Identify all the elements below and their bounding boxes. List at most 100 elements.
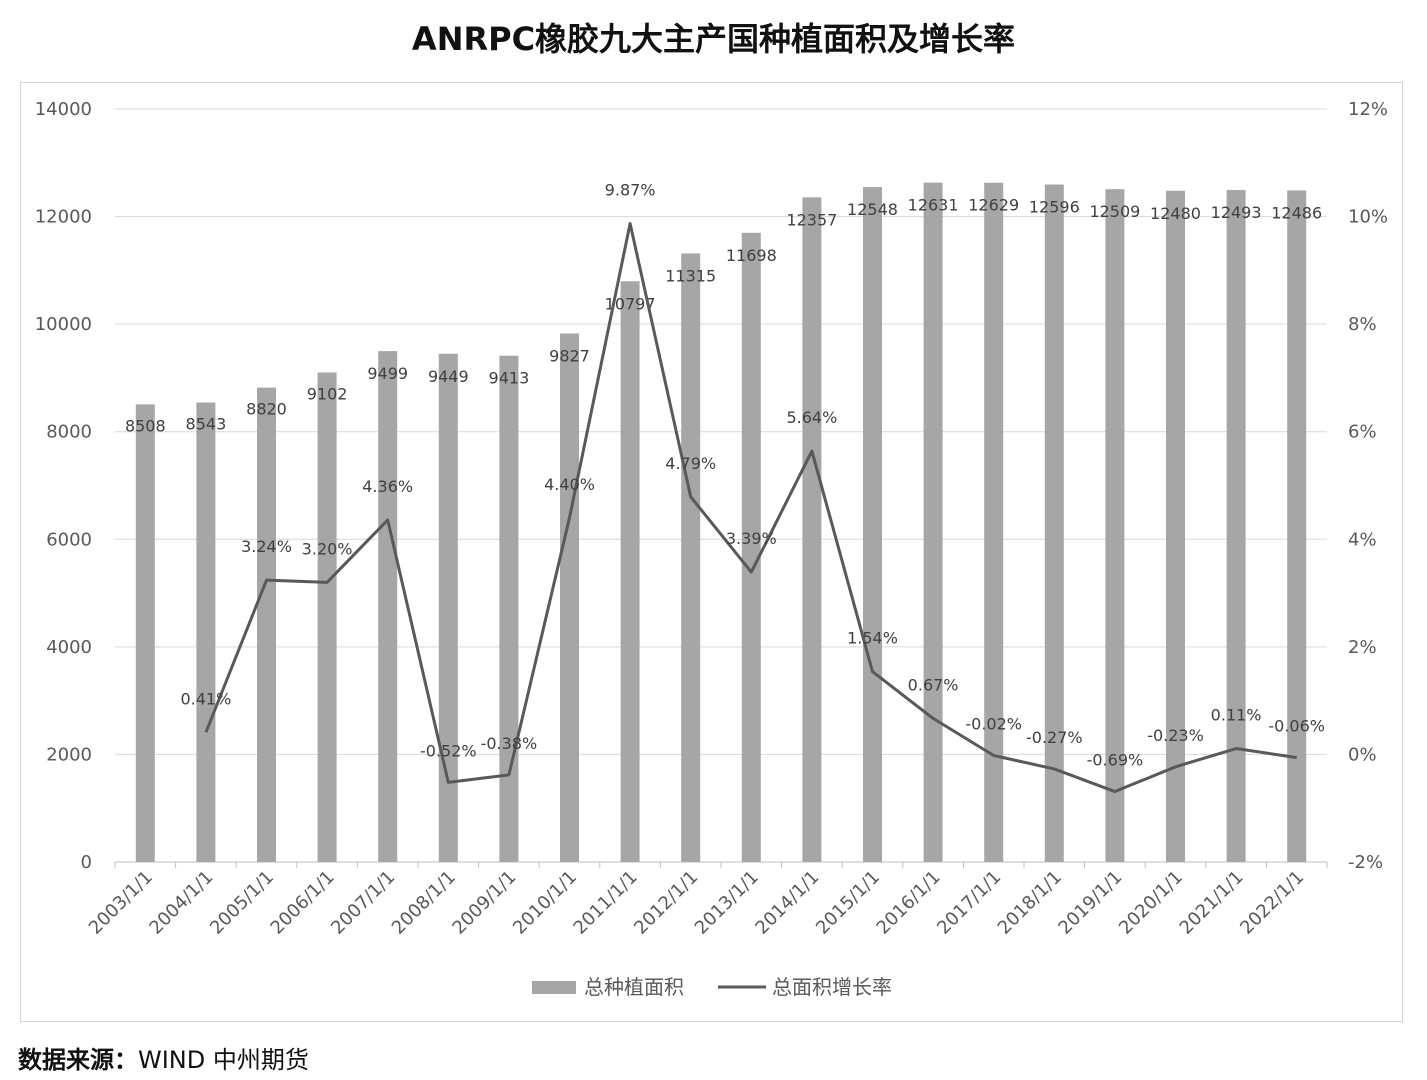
bar-data-label: 9499 bbox=[367, 364, 408, 383]
y-right-tick-label: 6% bbox=[1348, 422, 1377, 443]
bar bbox=[681, 253, 701, 862]
x-tick-label: 2018/1/1 bbox=[994, 867, 1066, 939]
x-tick-label: 2020/1/1 bbox=[1115, 867, 1187, 939]
x-tick-label: 2010/1/1 bbox=[509, 867, 581, 939]
bar bbox=[196, 402, 216, 862]
bar-data-label: 11698 bbox=[726, 246, 777, 265]
bar bbox=[135, 404, 155, 862]
bar-data-label: 10797 bbox=[605, 294, 656, 313]
line-data-label: -0.23% bbox=[1147, 726, 1204, 745]
bar bbox=[802, 197, 822, 862]
bar-data-label: 12486 bbox=[1271, 203, 1322, 222]
line-data-label: 4.79% bbox=[665, 454, 716, 473]
legend-bar-label: 总种植面积 bbox=[584, 975, 684, 999]
bar-data-label: 8543 bbox=[186, 415, 227, 434]
y-right-tick-label: 10% bbox=[1348, 207, 1388, 228]
y-left-tick-label: 4000 bbox=[46, 637, 92, 658]
bar bbox=[984, 182, 1004, 862]
chart-title: ANRPC橡胶九大主产国种植面积及增长率 bbox=[411, 20, 1016, 58]
y-left-tick-label: 0 bbox=[81, 852, 92, 873]
x-tick-label: 2012/1/1 bbox=[630, 867, 702, 939]
x-tick-label: 2015/1/1 bbox=[812, 867, 884, 939]
x-tick-label: 2007/1/1 bbox=[327, 867, 399, 939]
bar bbox=[620, 281, 640, 862]
bar bbox=[257, 387, 276, 862]
bar-data-label: 12509 bbox=[1089, 202, 1140, 221]
data-source: 数据来源：WIND 中州期货 bbox=[18, 1040, 309, 1075]
data-source-label: 数据来源： bbox=[18, 1046, 138, 1074]
y-right-tick-label: 0% bbox=[1348, 744, 1377, 765]
bar-data-label: 12629 bbox=[968, 196, 1019, 215]
chart-svg: 0 -2% 2000 0% 4000 2% 6000 4% 8000 6% 10000 8% 12000… bbox=[35, 99, 1388, 999]
line-data-label: -0.27% bbox=[1026, 728, 1083, 747]
line-data-label: -0.69% bbox=[1087, 751, 1144, 770]
bar-data-label: 8820 bbox=[246, 400, 287, 419]
bar-data-label: 12631 bbox=[908, 196, 959, 215]
line-data-label: -0.02% bbox=[965, 715, 1022, 734]
x-tick-label: 2011/1/1 bbox=[570, 867, 642, 939]
bar bbox=[923, 182, 943, 863]
bar-data-label: 8508 bbox=[125, 416, 166, 435]
x-tick-label: 2016/1/1 bbox=[873, 867, 945, 939]
bar bbox=[863, 187, 882, 862]
bar bbox=[560, 333, 579, 863]
y-right-tick-label: 8% bbox=[1348, 314, 1377, 335]
x-tick-label: 2019/1/1 bbox=[1054, 867, 1126, 939]
x-tick-label: 2014/1/1 bbox=[751, 867, 823, 939]
line-data-label: 0.67% bbox=[908, 675, 959, 694]
y-right-tick-label: 12% bbox=[1348, 99, 1388, 120]
y-right-tick-label: -2% bbox=[1348, 852, 1383, 873]
line-data-label: 3.20% bbox=[302, 539, 353, 558]
bar bbox=[1226, 190, 1246, 863]
bar-data-label: 9827 bbox=[549, 346, 590, 365]
line-data-label: -0.06% bbox=[1268, 717, 1325, 736]
bar-data-label: 9449 bbox=[428, 367, 469, 386]
bar bbox=[438, 353, 458, 862]
data-source-text: WIND 中州期货 bbox=[138, 1046, 309, 1074]
bar-data-label: 12493 bbox=[1211, 203, 1262, 222]
y-left-tick-label: 14000 bbox=[35, 99, 92, 120]
y-left-tick-label: 8000 bbox=[46, 422, 92, 443]
x-tick-label: 2005/1/1 bbox=[206, 867, 278, 939]
bar bbox=[499, 355, 519, 862]
bar-data-label: 12480 bbox=[1150, 204, 1201, 223]
line-data-label: 5.64% bbox=[786, 408, 837, 427]
x-tick-label: 2022/1/1 bbox=[1236, 867, 1308, 939]
x-tick-label: 2006/1/1 bbox=[267, 867, 339, 939]
growth-line bbox=[204, 222, 1297, 794]
line-data-label: 4.40% bbox=[544, 475, 595, 494]
line-data-label: -0.38% bbox=[481, 734, 538, 753]
bar-data-label: 12357 bbox=[786, 210, 837, 229]
x-tick-label: 2009/1/1 bbox=[448, 867, 520, 939]
x-tick-label: 2008/1/1 bbox=[388, 867, 460, 939]
y-right-tick-label: 4% bbox=[1348, 529, 1377, 550]
line-data-label: -0.52% bbox=[420, 741, 477, 760]
line-data-label: 3.24% bbox=[241, 537, 292, 556]
line-data-label: 0.41% bbox=[180, 689, 231, 708]
x-tick-label: 2013/1/1 bbox=[691, 867, 763, 939]
y-left-tick-label: 12000 bbox=[35, 207, 92, 228]
line-data-label: 9.87% bbox=[605, 181, 656, 200]
y-left-tick-label: 6000 bbox=[46, 529, 92, 550]
chart-frame bbox=[20, 82, 1403, 1022]
legend-line-label: 总面积增长率 bbox=[772, 975, 892, 999]
x-tick-label: 2004/1/1 bbox=[145, 867, 217, 939]
bar bbox=[1287, 190, 1307, 862]
y-left-tick-label: 2000 bbox=[46, 744, 92, 765]
y-right-tick-label: 2% bbox=[1348, 637, 1377, 658]
bar-data-label: 9102 bbox=[307, 384, 348, 403]
x-tick-label: 2021/1/1 bbox=[1176, 867, 1248, 939]
x-tick-label: 2017/1/1 bbox=[933, 867, 1005, 939]
bar-data-label: 11315 bbox=[665, 266, 716, 285]
x-tick-label: 2003/1/1 bbox=[85, 867, 157, 939]
bar-data-label: 12596 bbox=[1029, 198, 1080, 217]
bar bbox=[1166, 190, 1185, 863]
bar bbox=[741, 232, 761, 863]
bar bbox=[1044, 184, 1064, 862]
bar bbox=[378, 351, 398, 862]
bar-data-label: 12548 bbox=[847, 200, 898, 219]
line-data-label: 4.36% bbox=[362, 477, 413, 496]
bar bbox=[1105, 189, 1125, 862]
line-data-label: 0.11% bbox=[1211, 706, 1262, 725]
line-data-label: 3.39% bbox=[726, 529, 777, 548]
